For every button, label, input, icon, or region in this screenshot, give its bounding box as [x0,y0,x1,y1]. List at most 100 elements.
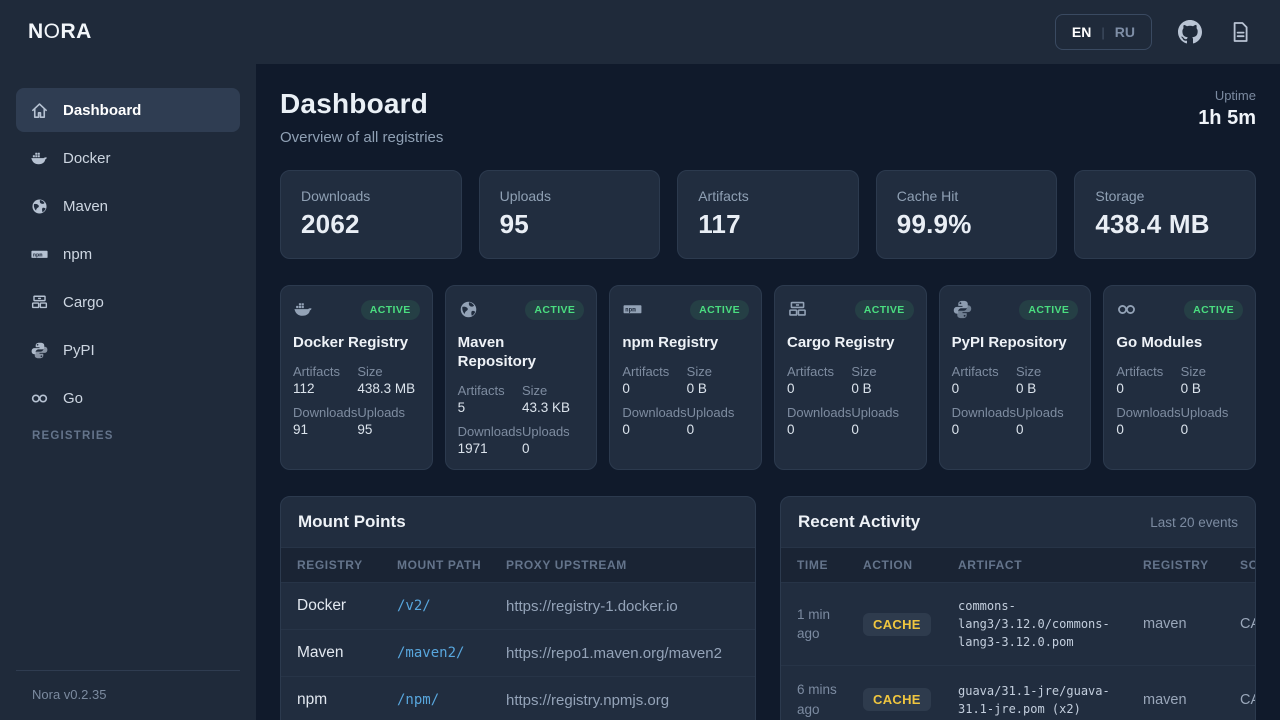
activity-artifact: commons-lang3/3.12.0/commons-lang3-3.12.… [942,582,1127,666]
sidebar-item[interactable]: Maven [16,184,240,228]
sidebar-item[interactable]: Cargo [16,280,240,324]
stat-card: Downloads 2062 [280,170,462,259]
sidebar-footer: Nora v0.2.35 [16,670,240,702]
column-header-source: Source [1224,548,1255,583]
status-badge: ACTIVE [1184,299,1243,320]
python-icon [952,299,973,320]
mount-points-panel: Mount Points Registry Mount Path Proxy U… [280,496,756,720]
recent-activity-table: Time Action Artifact Registry Source 1 m… [781,548,1255,720]
sidebar-item-label: npm [63,245,93,263]
docs-icon[interactable] [1228,20,1252,44]
table-row: Docker /v2/ https://registry-1.docker.io [281,582,755,630]
mount-points-title: Mount Points [298,512,406,532]
size-value: 0 B [686,381,707,397]
uploads-value: 0 [1015,422,1024,438]
activity-source: CACHE [1224,665,1255,720]
downloads-label: Downloads [622,405,687,421]
size-value: 0 B [1180,381,1201,397]
downloads-label: Downloads [457,424,522,440]
artifacts-label: Artifacts [787,364,834,380]
stat-label: Artifacts [698,188,749,204]
status-badge: ACTIVE [690,299,749,320]
status-badge: ACTIVE [525,299,585,320]
activity-registry: maven [1127,582,1224,666]
sidebar-item[interactable]: Go [16,376,240,420]
column-header-action: Action [847,548,942,583]
size-value: 43.3 KB [521,400,571,416]
artifacts-value: 0 [622,381,630,397]
sidebar-item-label: Maven [63,197,109,215]
mount-path: /maven2/ [381,629,490,677]
npm-icon: npm [30,245,49,264]
sidebar-item[interactable]: npm npm [16,232,240,276]
downloads-label: Downloads [787,405,852,421]
stat-value: 95 [499,209,529,239]
sidebar-item[interactable]: Dashboard [16,88,240,132]
logo-text: RA [60,20,92,43]
svg-text:npm: npm [625,307,636,313]
size-value: 0 B [851,381,872,397]
sidebar-item[interactable]: PyPI [16,328,240,372]
lang-en-button[interactable]: EN [1071,24,1092,40]
uploads-value: 95 [357,422,373,438]
uploads-label: Uploads [1180,405,1229,421]
sidebar: Dashboard Docker Maven npm npm [0,64,256,720]
registry-card: ACTIVE PyPI Repository Artifacts 0 Size … [938,285,1092,471]
action-badge: CACHE [863,688,931,712]
proxy-upstream: https://repo1.maven.org/maven2 [490,629,755,677]
registry-name: Maven Repository [457,334,537,371]
activity-time: 1 min ago [781,582,847,666]
registry-name: Cargo Registry [787,334,895,351]
status-badge: ACTIVE [854,299,914,320]
logo-text: N [28,20,44,43]
mount-registry: Maven [281,629,381,677]
uptime-label: Uptime [1214,88,1256,103]
stat-card: Storage 438.4 MB [1074,170,1256,259]
stat-label: Uploads [499,188,551,204]
language-toggle: EN | RU [1054,14,1152,50]
globe-icon [458,299,479,320]
npm-icon: npm [622,299,643,320]
column-header-registry: Registry [281,548,381,583]
registry-card: ACTIVE Cargo Registry Artifacts 0 Size 0… [774,285,927,471]
stat-value: 438.4 MB [1095,209,1210,239]
sidebar-item-label: Cargo [63,293,104,311]
column-header-time: Time [781,548,847,583]
sidebar-item[interactable]: Docker [16,136,240,180]
docker-icon [293,299,314,320]
app-logo[interactable]: NORA [28,20,92,44]
mount-registry: Docker [281,582,381,630]
sidebar-item-label: Docker [63,149,111,167]
action-badge: CACHE [863,612,931,636]
mount-path: /npm/ [381,676,490,720]
artifacts-label: Artifacts [622,364,670,380]
size-label: Size [521,383,548,399]
size-value: 438.3 MB [357,381,416,397]
github-icon[interactable] [1178,20,1202,44]
table-row: Maven /maven2/ https://repo1.maven.org/m… [281,629,755,677]
downloads-value: 0 [951,422,960,438]
stat-card: Uploads 95 [478,170,661,259]
activity-time: 6 mins ago [781,665,847,720]
downloads-value: 91 [293,422,309,438]
column-header-proxy-upstream: Proxy Upstream [490,548,755,583]
go-icon [30,389,49,408]
size-label: Size [851,364,877,380]
uploads-value: 0 [686,422,695,438]
artifacts-label: Artifacts [951,364,999,380]
downloads-value: 1971 [457,441,488,457]
recent-activity-title: Recent Activity [798,512,921,532]
registry-card: ACTIVE Maven Repository Artifacts 5 Size… [444,285,598,471]
uploads-value: 0 [851,422,859,438]
table-row: 1 min ago CACHE commons-lang3/3.12.0/com… [781,582,1255,666]
downloads-label: Downloads [951,405,1016,421]
proxy-upstream: https://registry-1.docker.io [490,582,755,630]
size-label: Size [686,364,712,380]
registry-name: Docker Registry [293,334,409,351]
stat-value: 117 [698,209,741,239]
stat-label: Storage [1095,188,1145,204]
app-version: Nora v0.2.35 [32,687,107,702]
page-title: Dashboard [280,88,429,119]
lang-ru-button[interactable]: RU [1114,24,1135,40]
registries-row: ACTIVE Docker Registry Artifacts 112 Siz… [280,285,1256,471]
